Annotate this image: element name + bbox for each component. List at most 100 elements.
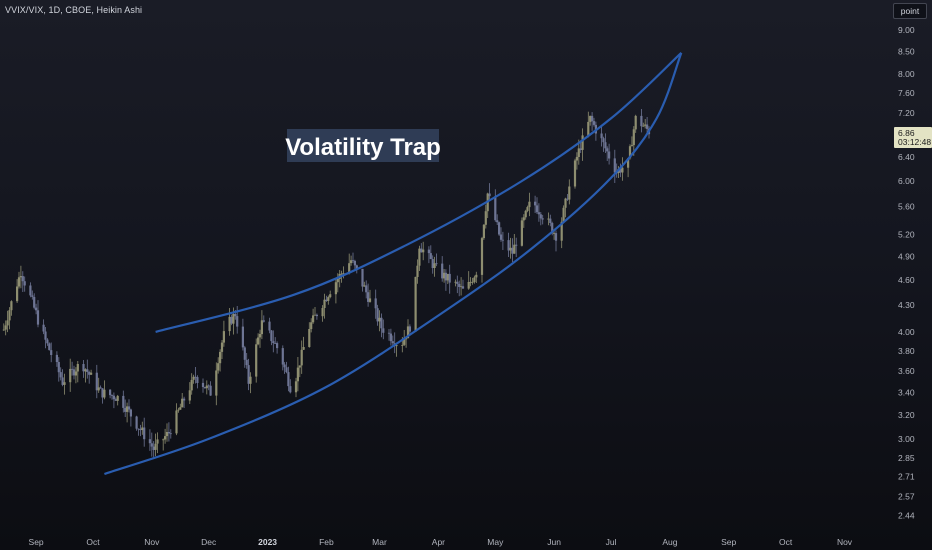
candle-body — [429, 253, 432, 259]
candle-body — [566, 198, 569, 200]
candle-body — [323, 299, 326, 308]
time-axis[interactable]: Sep Oct Nov Dec 2023 Feb Mar Apr May Jun Jul Aug Sep… — [29, 537, 853, 547]
candle-body — [608, 151, 611, 159]
candle-body — [310, 322, 313, 329]
candle-body — [44, 331, 47, 340]
candle-body — [496, 220, 499, 223]
candle-body — [270, 330, 273, 342]
candle-body — [99, 387, 102, 389]
candle-body — [526, 207, 529, 211]
candle-body — [378, 317, 381, 322]
x-tick-label: Jul — [606, 537, 617, 547]
x-tick-label: Sep — [721, 537, 736, 547]
candle-body — [162, 439, 165, 441]
candle-body — [209, 385, 212, 396]
candle-body — [217, 363, 220, 371]
candle-body — [534, 201, 537, 206]
candle-body — [443, 272, 446, 279]
candle-body — [416, 265, 419, 277]
x-tick-label: Feb — [319, 537, 334, 547]
candle-body — [71, 368, 74, 370]
y-tick-label: 4.30 — [898, 300, 915, 310]
x-tick-label: Oct — [86, 537, 100, 547]
candle-body — [619, 169, 622, 173]
price-tag-bg — [894, 127, 932, 148]
candle-body — [446, 273, 449, 281]
candle-body — [175, 410, 178, 434]
candle-body — [456, 281, 459, 284]
y-tick-label: 8.50 — [898, 47, 915, 57]
candle-body — [183, 398, 186, 401]
candle-body — [405, 338, 408, 340]
candle-body — [401, 345, 404, 346]
y-tick-label: 3.00 — [898, 434, 915, 444]
x-tick-label: Sep — [29, 537, 44, 547]
y-tick-label: 5.60 — [898, 202, 915, 212]
candle-body — [72, 369, 76, 376]
candle-body — [232, 314, 235, 324]
candle-body — [368, 298, 372, 302]
candle-body — [418, 248, 421, 266]
y-tick-label: 3.80 — [898, 346, 915, 356]
price-axis[interactable]: 9.008.508.007.607.206.806.406.005.605.20… — [898, 25, 915, 521]
candle-body — [262, 320, 265, 322]
x-tick-label: 2023 — [258, 537, 277, 547]
candle-body — [17, 277, 21, 287]
candle-body — [646, 124, 649, 129]
scale-mode-button[interactable]: point — [893, 3, 927, 19]
candle-body — [4, 325, 7, 330]
candle-body — [222, 331, 225, 343]
y-tick-label: 4.60 — [898, 275, 915, 285]
channel-upper-line[interactable] — [155, 51, 683, 333]
candle-body — [431, 259, 434, 268]
candle-body — [243, 347, 246, 360]
candle-body — [602, 138, 605, 143]
candle-body — [148, 439, 151, 444]
candle-body — [74, 371, 77, 376]
candle-body — [139, 429, 142, 431]
candle-body — [627, 158, 630, 168]
candle-body — [46, 339, 49, 344]
candle-body — [312, 315, 315, 323]
annotation-box[interactable]: Volatility Trap — [285, 129, 441, 162]
channel-layer — [104, 51, 683, 476]
candle-body — [467, 282, 470, 289]
y-tick-label: 6.40 — [898, 152, 915, 162]
candle-body — [313, 314, 317, 316]
candle-body — [285, 367, 288, 373]
candle-body — [554, 233, 558, 241]
candle-body — [395, 345, 398, 347]
candle-body — [507, 240, 510, 251]
candle-body — [101, 388, 104, 398]
candle-body — [143, 427, 146, 440]
candle-body — [528, 201, 531, 208]
candle-body — [560, 221, 563, 241]
candle-body — [473, 277, 476, 282]
candle-body — [475, 274, 478, 278]
annotation-text: Volatility Trap — [285, 134, 441, 161]
candle-body — [268, 321, 271, 331]
candle-body — [420, 248, 423, 253]
candle-body — [112, 395, 115, 400]
candle-body — [482, 224, 485, 239]
annotation-bg — [287, 129, 439, 162]
candle-body — [23, 281, 26, 286]
candle-body — [480, 238, 484, 275]
candle-body — [177, 409, 180, 411]
candle-body — [249, 376, 252, 384]
candle-body — [513, 244, 516, 254]
candle-body — [520, 220, 523, 246]
candle-body — [230, 316, 233, 324]
candle-body — [110, 395, 114, 396]
candle-body — [329, 294, 332, 298]
candle-body — [289, 386, 292, 393]
candle-body — [124, 407, 127, 412]
candle-body — [469, 281, 472, 283]
candle-body — [336, 279, 339, 283]
candle-body — [581, 135, 584, 150]
candle-body — [524, 210, 527, 218]
candle-body — [245, 359, 248, 366]
candle-body — [126, 406, 129, 412]
channel-lower-line[interactable] — [104, 52, 683, 476]
